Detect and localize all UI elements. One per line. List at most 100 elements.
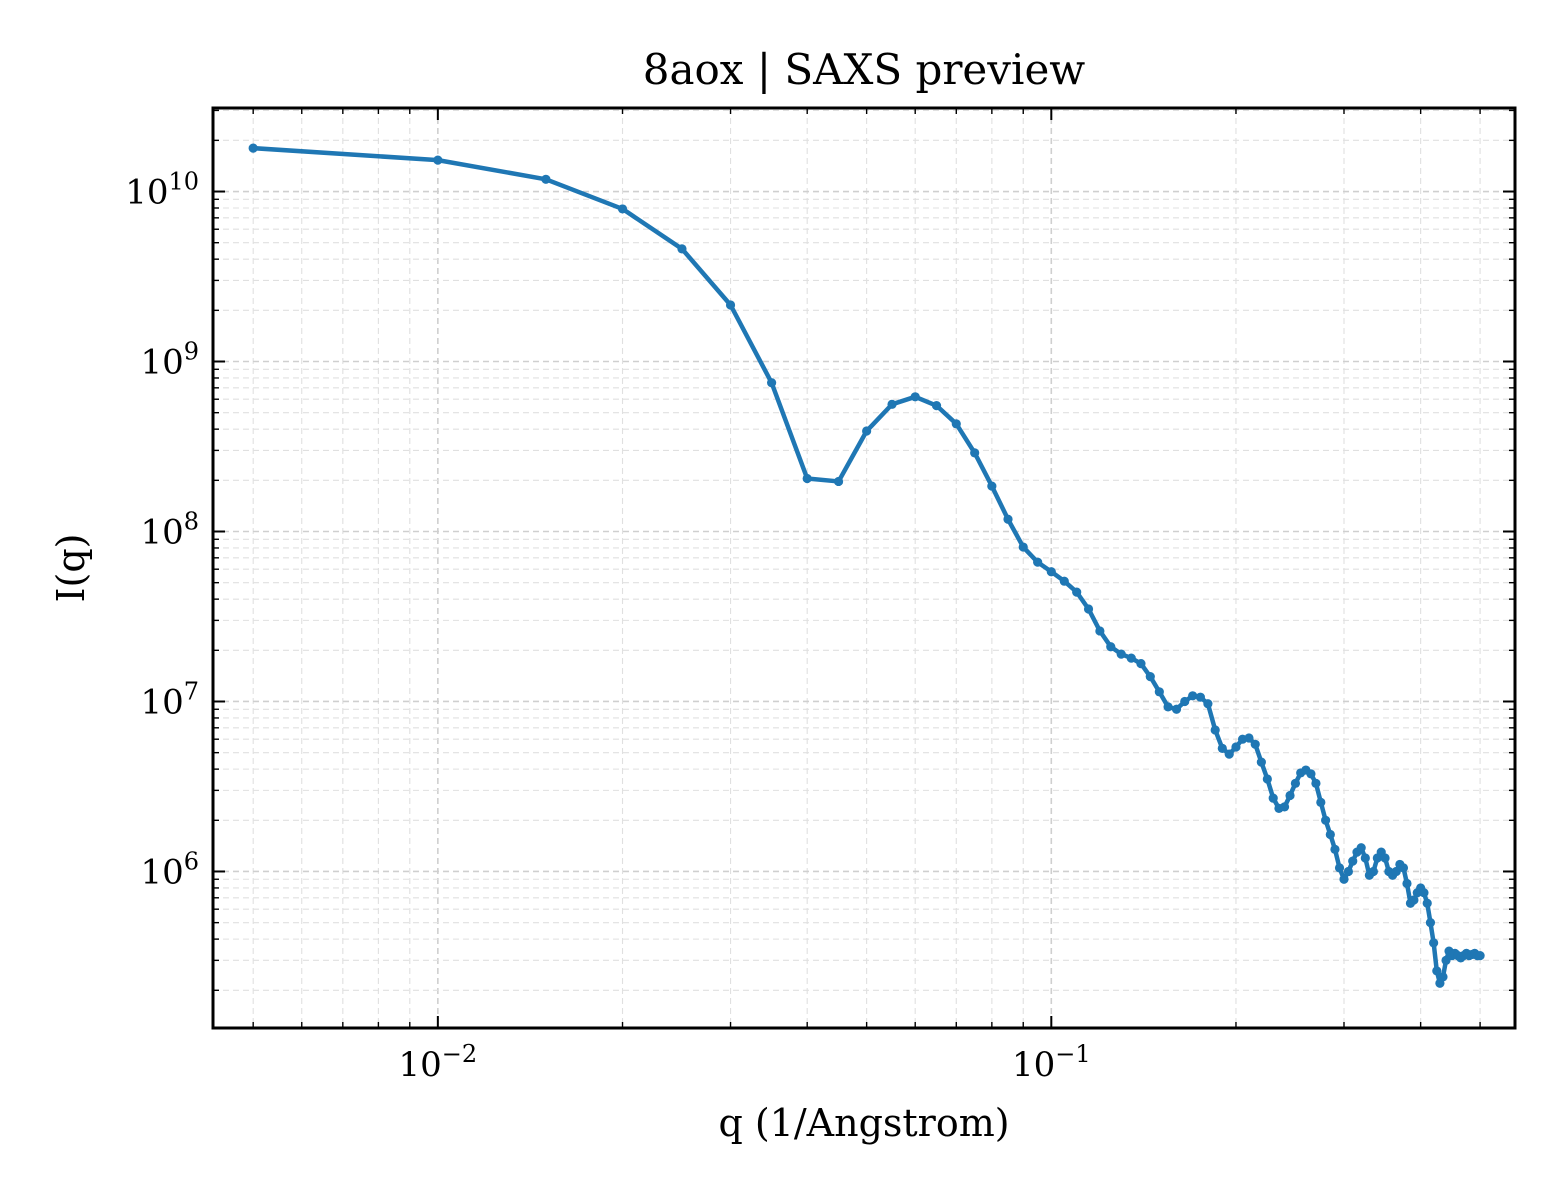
data-point bbox=[1306, 769, 1316, 779]
data-point bbox=[1145, 672, 1155, 682]
data-point bbox=[1210, 725, 1220, 735]
data-point bbox=[802, 473, 812, 484]
x-axis-label: q (1/Angstrom) bbox=[718, 1101, 1009, 1145]
data-point bbox=[1339, 874, 1349, 884]
x-tick-label-base: 10 bbox=[399, 1045, 442, 1085]
data-point bbox=[1279, 802, 1290, 812]
y-tick-label-exponent: 10 bbox=[168, 168, 199, 196]
y-tick-label-exponent: 9 bbox=[184, 338, 199, 366]
data-point bbox=[725, 300, 736, 310]
data-point bbox=[541, 174, 551, 184]
x-tick-label: 10−1 bbox=[1012, 1040, 1091, 1085]
x-tick-label-base: 10 bbox=[1012, 1045, 1055, 1085]
y-tick-label-base: 10 bbox=[140, 512, 183, 552]
data-point bbox=[1321, 815, 1331, 825]
y-tick-label-exponent: 6 bbox=[184, 847, 199, 875]
data-point bbox=[1256, 757, 1266, 767]
data-point bbox=[1163, 702, 1173, 712]
data-point bbox=[1195, 692, 1205, 702]
data-point bbox=[1438, 972, 1448, 982]
data-point bbox=[1316, 797, 1326, 807]
x-tick-label-exponent: −1 bbox=[1055, 1040, 1090, 1068]
data-point bbox=[1398, 863, 1409, 873]
y-tick-label-base: 10 bbox=[140, 682, 183, 722]
data-point bbox=[970, 448, 980, 458]
data-point bbox=[1126, 653, 1136, 663]
data-point bbox=[1290, 778, 1301, 788]
data-point bbox=[1419, 888, 1429, 898]
data-layer bbox=[248, 143, 1485, 988]
data-point bbox=[1285, 790, 1295, 801]
data-point bbox=[1083, 604, 1094, 614]
data-point bbox=[1432, 966, 1442, 976]
grid bbox=[213, 108, 1515, 1028]
data-point bbox=[617, 204, 628, 214]
y-tick-label-base: 10 bbox=[140, 852, 183, 892]
data-point bbox=[1217, 743, 1227, 753]
y-tick-label: 106 bbox=[140, 847, 199, 892]
data-point bbox=[1429, 938, 1439, 948]
y-tick-label: 1010 bbox=[125, 168, 199, 213]
y-tick-label-exponent: 7 bbox=[184, 677, 199, 705]
data-point bbox=[1250, 739, 1260, 749]
data-point bbox=[1106, 642, 1116, 652]
data-point bbox=[1231, 742, 1241, 752]
data-point bbox=[1380, 853, 1390, 863]
data-point bbox=[1180, 696, 1190, 707]
plot-frame bbox=[211, 106, 1517, 1030]
data-point bbox=[1311, 778, 1321, 788]
y-tick-label: 109 bbox=[140, 338, 199, 383]
chart-title: 8aox | SAXS preview bbox=[643, 45, 1086, 94]
data-point bbox=[1203, 699, 1213, 709]
data-point bbox=[1018, 542, 1028, 552]
data-point bbox=[1072, 587, 1082, 597]
data-point bbox=[248, 143, 258, 153]
data-point bbox=[931, 401, 942, 411]
series-line bbox=[250, 145, 1483, 986]
data-point bbox=[1059, 576, 1069, 586]
data-point bbox=[1325, 829, 1335, 840]
data-point bbox=[1224, 749, 1234, 759]
y-tick-label-base: 10 bbox=[140, 343, 183, 383]
data-point bbox=[910, 392, 920, 402]
y-tick-label-base: 10 bbox=[125, 173, 168, 213]
data-point bbox=[1154, 687, 1164, 697]
y-axis-label: I(q) bbox=[49, 534, 93, 603]
data-point bbox=[677, 244, 687, 254]
x-tick-label-exponent: −2 bbox=[442, 1040, 477, 1068]
data-point bbox=[862, 426, 872, 436]
y-tick-label-exponent: 8 bbox=[184, 507, 199, 535]
data-point bbox=[1262, 774, 1272, 784]
data-point bbox=[1348, 856, 1358, 866]
x-tick-label: 10−2 bbox=[399, 1040, 478, 1085]
data-point bbox=[887, 399, 897, 409]
data-point bbox=[1391, 866, 1401, 877]
data-point bbox=[1422, 898, 1432, 908]
data-point bbox=[1343, 866, 1354, 877]
data-point bbox=[1402, 878, 1412, 889]
data-point bbox=[1330, 844, 1340, 854]
data-point bbox=[433, 155, 443, 165]
data-point bbox=[1475, 950, 1485, 961]
data-point bbox=[1188, 691, 1198, 701]
data-point bbox=[1095, 626, 1105, 636]
data-point bbox=[1356, 843, 1366, 853]
data-point bbox=[1046, 567, 1056, 577]
data-point bbox=[1136, 659, 1146, 669]
data-point bbox=[987, 481, 997, 491]
y-tick-label: 107 bbox=[140, 677, 199, 722]
data-point bbox=[1116, 649, 1126, 659]
data-point bbox=[1425, 918, 1436, 928]
data-point bbox=[1368, 866, 1378, 877]
data-point bbox=[1360, 853, 1370, 863]
data-point bbox=[1409, 895, 1419, 905]
data-point bbox=[833, 476, 844, 487]
data-point bbox=[1033, 557, 1043, 567]
y-tick-label: 108 bbox=[140, 507, 199, 552]
data-point bbox=[1171, 704, 1182, 714]
data-point bbox=[951, 419, 961, 429]
